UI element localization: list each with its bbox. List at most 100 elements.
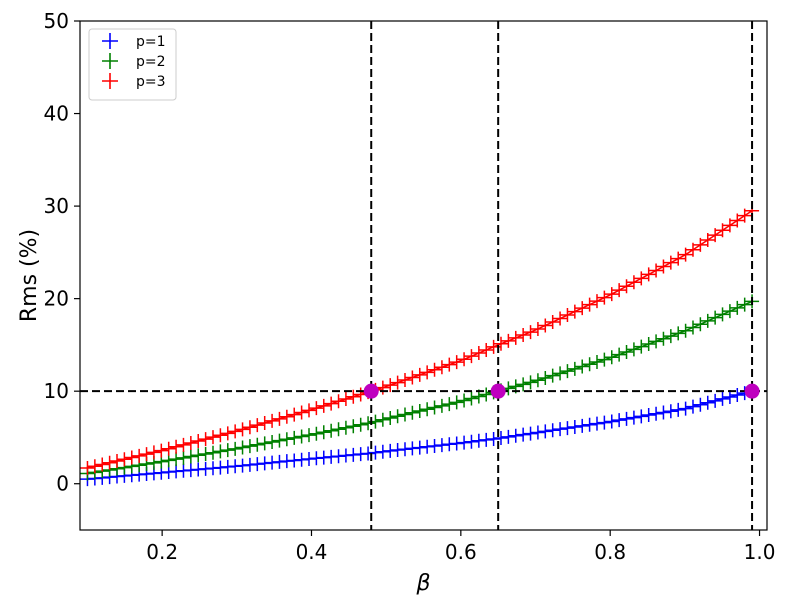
- data-point: [206, 430, 221, 445]
- data-point: [324, 396, 339, 411]
- data-point: [405, 370, 420, 385]
- data-point: [553, 366, 568, 381]
- data-point: [737, 208, 752, 223]
- data-point: [397, 407, 412, 422]
- data-point: [375, 380, 390, 395]
- data-point: [191, 448, 206, 463]
- data-point: [597, 290, 612, 305]
- data-point: [87, 459, 102, 474]
- data-point: [589, 354, 604, 369]
- data-point: [671, 251, 686, 266]
- data-point: [220, 426, 235, 441]
- data-point: [169, 452, 184, 467]
- data-point: [457, 352, 472, 367]
- data-point: [397, 373, 412, 388]
- x-tick-label: 1.0: [744, 540, 776, 564]
- data-point: [390, 409, 405, 424]
- data-point: [412, 404, 427, 419]
- data-point: [722, 304, 737, 319]
- data-point: [700, 313, 715, 328]
- legend-marker: [102, 53, 118, 69]
- data-point: [169, 439, 184, 454]
- legend-label: p=2: [136, 54, 166, 70]
- data-point: [700, 233, 715, 248]
- data-point: [649, 334, 664, 349]
- data-point: [560, 421, 575, 436]
- data-point: [604, 350, 619, 365]
- data-point: [567, 419, 582, 434]
- data-point: [715, 223, 730, 238]
- data-point: [523, 375, 538, 390]
- data-point: [383, 410, 398, 425]
- data-point: [206, 445, 221, 460]
- data-point: [597, 352, 612, 367]
- data-point: [641, 267, 656, 282]
- data-point: [309, 426, 324, 441]
- data-point: [715, 391, 730, 406]
- data-point: [375, 412, 390, 427]
- data-point: [442, 357, 457, 372]
- data-point: [161, 441, 176, 456]
- data-point: [361, 446, 376, 461]
- data-point: [390, 375, 405, 390]
- data-point: [250, 418, 265, 433]
- data-point: [508, 428, 523, 443]
- data-point: [183, 435, 198, 450]
- data-point: [457, 393, 472, 408]
- data-point: [449, 355, 464, 370]
- data-point: [331, 394, 346, 409]
- data-point: [449, 395, 464, 410]
- data-point: [663, 404, 678, 419]
- data-point: [228, 441, 243, 456]
- data-point: [641, 337, 656, 352]
- data-point: [427, 362, 442, 377]
- data-point: [678, 247, 693, 262]
- data-point: [634, 271, 649, 286]
- data-point: [457, 435, 472, 450]
- x-tick-label: 0.6: [445, 540, 477, 564]
- data-point: [338, 420, 353, 435]
- data-point: [575, 301, 590, 316]
- legend-label: p=1: [136, 34, 166, 50]
- data-point: [139, 447, 154, 462]
- data-point: [656, 259, 671, 274]
- data-point: [117, 452, 132, 467]
- legend: p=1 p=2 p=3: [88, 28, 177, 101]
- data-point: [442, 437, 457, 452]
- data-point: [545, 368, 560, 383]
- data-point: [316, 425, 331, 440]
- data-point: [272, 433, 287, 448]
- data-point: [538, 318, 553, 333]
- data-point: [257, 436, 272, 451]
- data-point: [626, 275, 641, 290]
- data-point: [464, 391, 479, 406]
- series-p1: [80, 384, 760, 487]
- data-point: [479, 387, 494, 402]
- data-point: [250, 437, 265, 452]
- data-point: [95, 457, 110, 472]
- x-axis-label: β: [415, 571, 430, 596]
- data-point: [213, 428, 228, 443]
- data-point: [722, 389, 737, 404]
- data-point: [649, 263, 664, 278]
- data-point: [560, 364, 575, 379]
- data-point: [390, 443, 405, 458]
- data-point: [545, 423, 560, 438]
- data-point: [700, 395, 715, 410]
- data-point: [508, 330, 523, 345]
- data-point: [693, 317, 708, 332]
- data-point: [287, 407, 302, 422]
- data-point: [279, 432, 294, 447]
- data-point: [604, 414, 619, 429]
- data-point: [612, 413, 627, 428]
- legend-label: p=3: [136, 74, 166, 90]
- data-point: [589, 416, 604, 431]
- data-point: [501, 429, 516, 444]
- y-axis-label: Rms (%): [17, 229, 42, 322]
- data-point: [619, 279, 634, 294]
- data-point: [708, 228, 723, 243]
- x-tick-label: 0.8: [594, 540, 626, 564]
- data-point: [685, 320, 700, 335]
- data-point: [464, 349, 479, 364]
- data-point: [516, 427, 531, 442]
